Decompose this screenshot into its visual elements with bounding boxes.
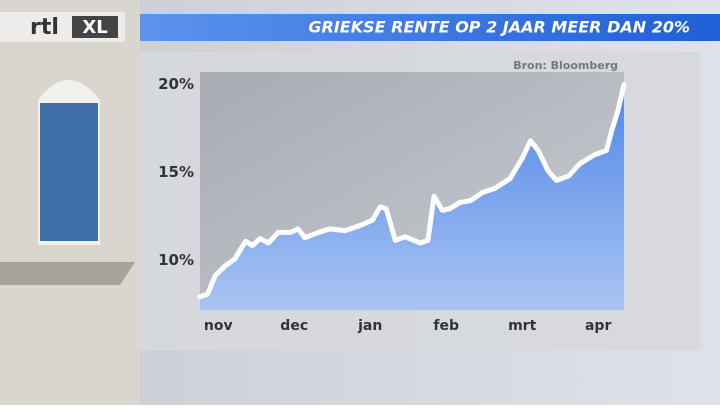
line [197,81,627,300]
y-tick-label: 15% [158,163,194,181]
y-tick-label: 20% [158,75,194,93]
area [200,84,624,310]
title-bar [140,14,720,41]
x-tick-label: jan [357,318,382,334]
logo-xl: XL [82,17,107,38]
x-tick-label: mrt [508,318,536,334]
x-tick-label: nov [204,318,233,334]
x-tick-label: apr [585,318,611,334]
window-sill [0,262,135,285]
chart-title: GRIEKSE RENTE OP 2 JAAR MEER DAN 20% [308,18,690,37]
logo-xl-box [72,16,118,38]
x-tick-label: feb [433,318,459,334]
x-tick-label: dec [280,318,308,334]
logo-rtl: rtl [30,15,59,40]
window-shutter [40,103,98,241]
y-tick-label: 10% [158,251,194,269]
source: Bron: Bloomberg [513,59,618,72]
